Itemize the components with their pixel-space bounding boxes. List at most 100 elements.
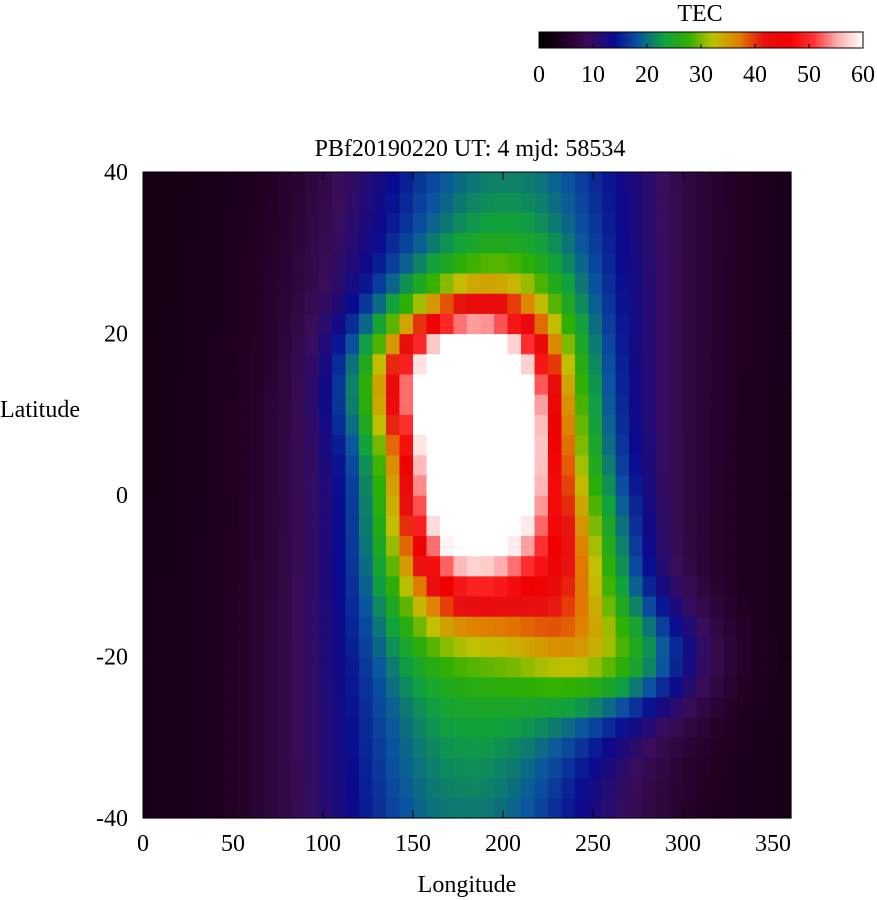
heatmap-cell [318,515,333,536]
heatmap-cell [440,757,455,779]
heatmap-cell [156,394,171,415]
heatmap-cell [197,616,212,637]
heatmap-cell [575,434,590,456]
heatmap-cell [602,717,617,738]
heatmap-cell [737,252,752,274]
heatmap-cell [170,495,185,516]
heatmap-cell [602,636,617,658]
heatmap-cell [629,555,644,577]
heatmap-cell [696,434,711,456]
heatmap-cell [750,232,765,254]
heatmap-cell [494,535,509,557]
heatmap-cell [318,353,333,375]
heatmap-cell [710,414,725,436]
heatmap-cell [197,252,212,274]
colorbar-tick-label: 60 [851,62,875,88]
heatmap-cell [588,777,603,799]
heatmap-cell [318,797,333,819]
heatmap-cell [575,636,590,658]
heatmap-cell [440,272,455,294]
heatmap-cell [494,495,509,516]
heatmap-cell [251,797,266,819]
heatmap-cell [197,474,212,496]
heatmap-cell [480,313,495,335]
heatmap-cell [615,252,630,274]
heatmap-cell [750,777,765,799]
heatmap-cell [305,535,320,557]
heatmap-cell [237,696,252,718]
heatmap-cell [615,495,630,516]
heatmap-cell [737,696,752,718]
heatmap-cell [345,192,360,213]
heatmap-cell [561,737,576,759]
heatmap-cell [710,696,725,718]
heatmap-cell [534,777,549,799]
heatmap-cell [467,192,482,213]
heatmap-cell [696,192,711,213]
heatmap-cell [143,696,158,718]
heatmap-cell [683,192,698,213]
heatmap-cell [548,515,563,536]
heatmap-cell [534,696,549,718]
heatmap-cell [615,192,630,213]
heatmap-cell [372,515,387,536]
heatmap-cell [696,757,711,779]
heatmap-cell [251,333,266,355]
heatmap-cell [615,616,630,637]
heatmap-cell [291,636,306,658]
heatmap-cell [602,414,617,436]
heatmap-cell [170,434,185,456]
heatmap-cell [696,676,711,698]
heatmap-cell [143,777,158,799]
y-axis-label: Latitude [0,397,80,423]
heatmap-cell [548,636,563,658]
heatmap-cell [710,333,725,355]
heatmap-cell [683,636,698,658]
heatmap-cell [480,656,495,678]
heatmap-cell [669,595,684,617]
heatmap-cell [386,333,401,355]
heatmap-cell [710,252,725,274]
heatmap-cell [507,676,522,698]
heatmap-cell [521,414,536,436]
heatmap-cell [480,353,495,375]
heatmap-cell [386,434,401,456]
heatmap-cell [777,676,792,698]
heatmap-cell [386,757,401,779]
heatmap-cell [278,252,293,274]
heatmap-cell [345,313,360,335]
heatmap-cell [399,515,414,536]
heatmap-cell [426,696,441,718]
heatmap-cell [426,676,441,698]
heatmap-cell [156,434,171,456]
heatmap-cell [251,192,266,213]
heatmap-cell [399,636,414,658]
heatmap-cell [413,676,428,698]
heatmap-cell [656,595,671,617]
heatmap-cell [521,656,536,678]
heatmap-cell [710,474,725,496]
heatmap-cell [143,474,158,496]
heatmap-cell [183,636,198,658]
heatmap-cell [575,797,590,819]
heatmap-cell [183,737,198,759]
heatmap-cell [318,696,333,718]
heatmap-cell [467,797,482,819]
heatmap-cell [534,555,549,577]
heatmap-cell [629,333,644,355]
heatmap-cell [467,737,482,759]
heatmap-cell [197,757,212,779]
heatmap-cell [737,595,752,617]
heatmap-cell [305,676,320,698]
heatmap-cell [602,394,617,415]
heatmap-cell [210,495,225,516]
heatmap-cell [386,252,401,274]
heatmap-cell [251,394,266,415]
heatmap-cell [737,636,752,658]
heatmap-cell [696,656,711,678]
heatmap-cell [332,414,347,436]
heatmap-cell [143,535,158,557]
heatmap-cell [534,454,549,476]
heatmap-cell [399,797,414,819]
heatmap-cell [723,333,738,355]
